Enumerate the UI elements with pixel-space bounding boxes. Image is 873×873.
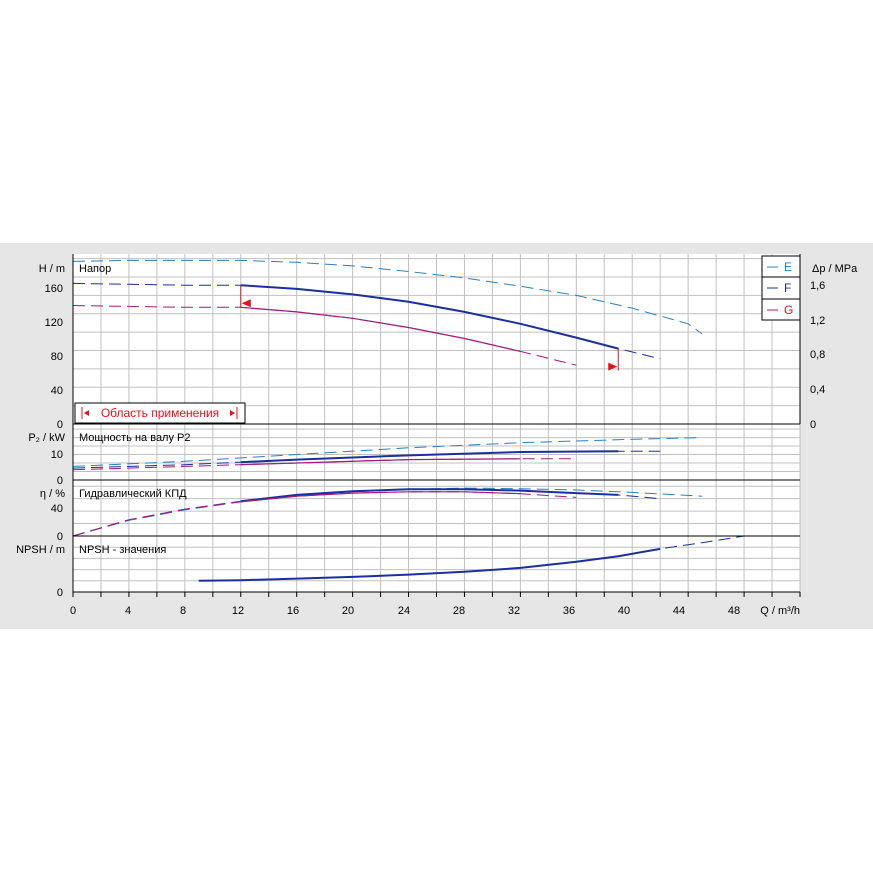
x-tick: 4 xyxy=(125,605,131,617)
x-tick: 0 xyxy=(70,605,76,617)
x-tick: 8 xyxy=(180,605,186,617)
pressure-axis-label: Δp / MPa xyxy=(812,263,858,275)
x-tick: 40 xyxy=(618,605,630,617)
curve-head-e-dashed xyxy=(72,259,703,335)
x-tick: 48 xyxy=(728,605,740,617)
pressure-tick: 0,4 xyxy=(810,384,825,396)
head-tick: 40 xyxy=(51,385,63,397)
x-tick: 20 xyxy=(342,605,354,617)
curve-head-g xyxy=(240,306,521,352)
legend: E F G xyxy=(761,255,801,321)
range-start-arrow xyxy=(241,299,251,308)
head-tick: 80 xyxy=(51,351,63,363)
npsh-tick: 0 xyxy=(57,587,63,599)
pressure-tick: 1,6 xyxy=(810,280,825,292)
power-tick: 0 xyxy=(57,475,63,487)
x-tick: 24 xyxy=(398,605,410,617)
curve-head-f xyxy=(240,284,619,350)
power-panel-title: Мощность на валу P2 xyxy=(79,432,191,444)
efficiency-tick: 0 xyxy=(57,531,63,543)
npsh-y-axis-label: NPSH / m xyxy=(16,544,65,556)
x-tick: 44 xyxy=(673,605,685,617)
curves xyxy=(72,259,745,582)
x-tick: 36 xyxy=(563,605,575,617)
pressure-tick: 1,2 xyxy=(810,315,825,327)
x-axis-label: Q / m³/h xyxy=(760,605,800,617)
x-tick: 12 xyxy=(232,605,244,617)
operating-range-box: Область применения xyxy=(74,402,246,424)
efficiency-y-axis-label: η / % xyxy=(40,488,65,500)
pressure-ticks: 1,6 1,2 0,8 0,4 0 xyxy=(810,280,825,431)
power-y-ticks: 10 0 xyxy=(51,449,63,487)
head-panel-title: Напор xyxy=(79,263,111,275)
head-tick: 0 xyxy=(57,419,63,431)
head-tick: 160 xyxy=(45,283,63,295)
efficiency-tick: 40 xyxy=(51,503,63,515)
legend-label-e: E xyxy=(784,260,792,274)
pressure-tick: 0 xyxy=(810,419,816,431)
range-end-arrow xyxy=(608,362,618,371)
x-tick: 16 xyxy=(287,605,299,617)
operating-range-label: Область применения xyxy=(101,406,219,420)
power-y-axis-label: P₂ / kW xyxy=(28,432,65,444)
curve-power-e-dashed xyxy=(72,437,703,467)
efficiency-y-ticks: 40 0 xyxy=(51,503,63,543)
npsh-y-ticks: 0 xyxy=(57,587,63,599)
head-y-axis-label: H / m xyxy=(39,263,65,275)
power-tick: 10 xyxy=(51,449,63,461)
head-y-ticks: 160 120 80 40 0 xyxy=(45,283,63,431)
curve-eff-f xyxy=(240,488,619,503)
curve-eff-g xyxy=(240,491,521,503)
legend-label-g: G xyxy=(784,303,793,317)
curve-power-g xyxy=(240,458,521,466)
x-axis-ticks: 0 4 8 12 16 20 24 28 32 36 40 44 48 xyxy=(70,605,740,617)
pressure-tick: 0,8 xyxy=(810,349,825,361)
npsh-panel-title: NPSH - значения xyxy=(79,544,166,556)
x-tick: 32 xyxy=(508,605,520,617)
legend-label-f: F xyxy=(784,281,791,295)
curve-npsh-f xyxy=(198,547,661,582)
x-tick: 28 xyxy=(453,605,465,617)
efficiency-panel-title: Гидравлический КПД xyxy=(79,488,187,500)
curve-power-f xyxy=(240,450,619,464)
head-tick: 120 xyxy=(45,317,63,329)
